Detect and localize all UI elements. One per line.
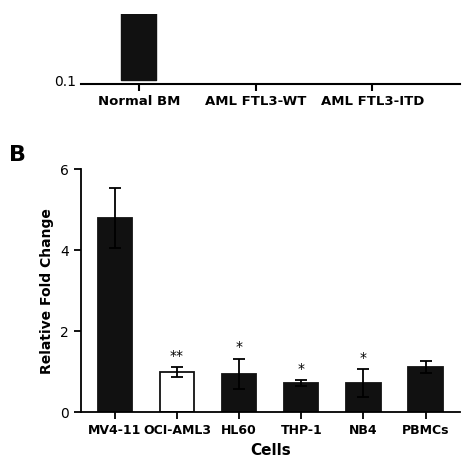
Bar — [98, 218, 132, 412]
Text: *: * — [298, 362, 305, 376]
Text: *: * — [236, 340, 243, 355]
Bar — [409, 367, 443, 412]
Bar — [222, 374, 256, 412]
X-axis label: Cells: Cells — [250, 443, 291, 458]
Text: **: ** — [170, 349, 184, 363]
Bar — [346, 383, 381, 412]
Text: *: * — [360, 351, 367, 365]
Bar — [160, 372, 194, 412]
Y-axis label: Relative Fold Change: Relative Fold Change — [40, 208, 55, 374]
Bar — [284, 383, 319, 412]
Text: B: B — [9, 145, 27, 165]
